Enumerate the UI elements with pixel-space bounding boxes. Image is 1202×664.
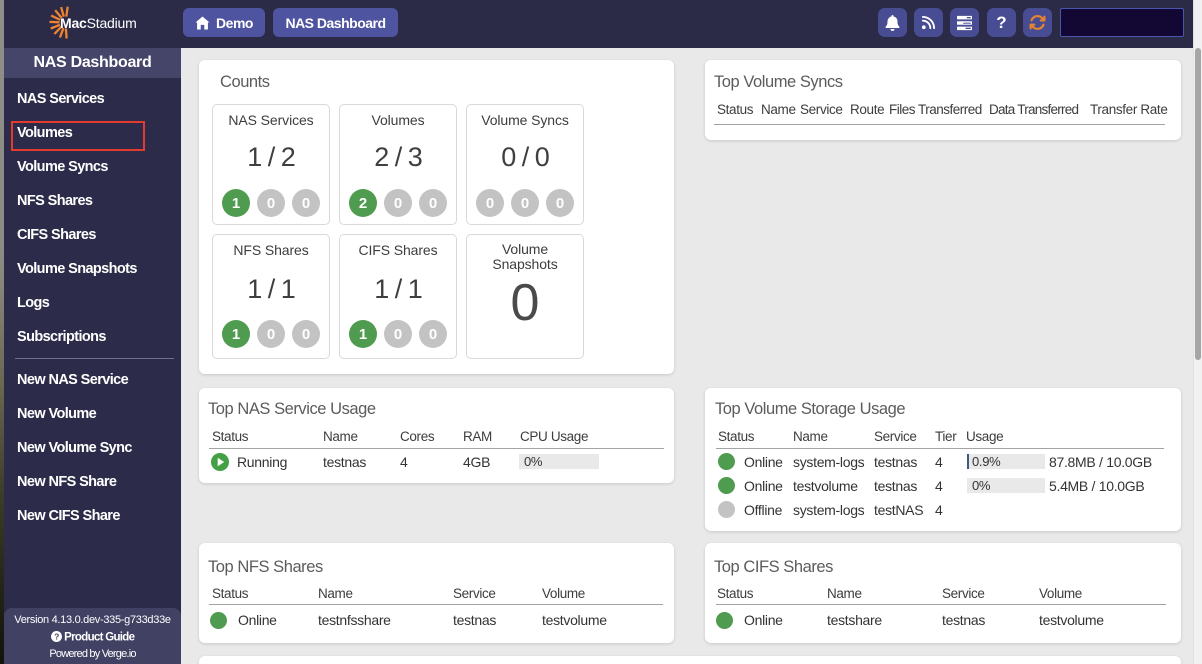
svg-text:?: ?	[54, 632, 59, 641]
